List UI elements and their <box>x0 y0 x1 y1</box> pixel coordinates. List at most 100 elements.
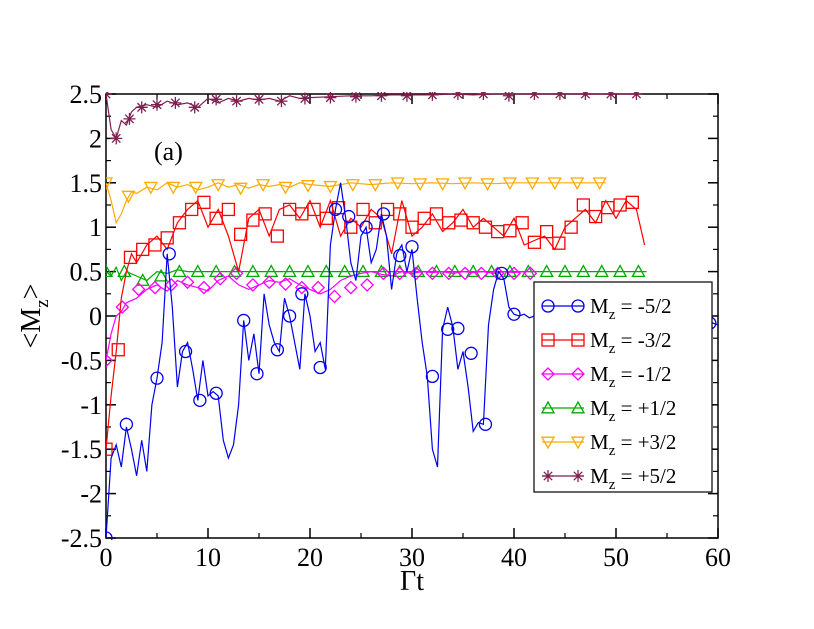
panel-label: (a) <box>154 137 183 166</box>
series-marker <box>121 190 136 204</box>
series-marker <box>528 92 541 100</box>
series-marker <box>197 195 211 209</box>
series-marker <box>258 207 272 221</box>
series-marker <box>197 280 211 295</box>
series-marker <box>300 264 316 278</box>
series-marker <box>502 177 518 191</box>
series-marker <box>503 224 517 238</box>
series-marker <box>233 182 248 196</box>
series-marker <box>230 95 243 108</box>
y-tick-label: -2.5 <box>61 524 102 553</box>
series-marker <box>356 202 370 217</box>
legend-item: Mz = -5/2 <box>541 294 672 323</box>
series-5 <box>106 92 643 145</box>
series-marker <box>393 207 407 221</box>
y-tick-label: 0.5 <box>70 258 103 287</box>
series-marker <box>166 181 181 195</box>
series-marker <box>390 177 405 191</box>
series-marker <box>172 216 187 230</box>
series-marker <box>429 264 444 278</box>
series-marker <box>319 211 333 225</box>
series-marker <box>324 92 337 104</box>
series-marker <box>515 216 529 230</box>
legend-label-rest: = -5/2 <box>615 294 671 318</box>
series-marker <box>106 353 113 368</box>
series-marker <box>209 386 223 400</box>
series-marker <box>458 266 472 281</box>
series-marker <box>106 264 114 278</box>
legend-label-rest: = +5/2 <box>615 464 676 488</box>
legend-label: Mz = +3/2 <box>590 430 676 459</box>
series-marker <box>553 92 566 100</box>
series-marker <box>355 264 371 278</box>
series-marker <box>411 264 426 278</box>
series-marker <box>245 278 260 292</box>
series-marker <box>131 282 146 297</box>
series-marker <box>123 250 138 265</box>
legend-marker <box>541 299 555 313</box>
series-marker <box>307 202 321 217</box>
series-marker <box>604 92 617 100</box>
series-marker <box>464 346 478 360</box>
series-marker <box>282 264 297 278</box>
series-marker <box>376 207 391 221</box>
legend-label-main: M <box>590 430 609 454</box>
series-marker <box>150 371 164 385</box>
series-marker <box>392 266 407 281</box>
series-marker <box>209 211 223 225</box>
series-marker <box>374 264 389 278</box>
legend-label-main: M <box>590 294 609 318</box>
x-axis-title: Γt <box>400 566 424 597</box>
series-marker <box>188 101 201 114</box>
series-marker <box>557 264 573 278</box>
y-tick-label: -2 <box>80 480 102 509</box>
series-marker <box>148 280 162 295</box>
series-marker <box>631 264 646 278</box>
series-marker <box>502 92 515 102</box>
legend-label-main: M <box>590 328 609 352</box>
series-marker <box>451 321 465 336</box>
legend-label-main: M <box>590 362 609 386</box>
series-3 <box>106 264 647 286</box>
series-marker <box>169 96 182 109</box>
series-marker <box>172 264 187 278</box>
series-marker <box>451 92 464 100</box>
series-marker <box>345 179 360 192</box>
series-layer <box>106 92 718 540</box>
series-marker <box>393 248 407 263</box>
series-marker <box>441 266 456 281</box>
x-tick-label: 60 <box>705 543 731 572</box>
series-marker <box>237 313 251 328</box>
series-line <box>106 182 718 539</box>
series-marker <box>245 264 260 278</box>
series-marker <box>282 309 297 323</box>
series-line <box>106 182 606 225</box>
series-marker <box>106 442 113 456</box>
series-marker <box>480 178 495 192</box>
series-1 <box>106 195 646 456</box>
series-marker <box>190 264 205 278</box>
legend-marker <box>540 400 556 414</box>
series-marker <box>507 307 521 321</box>
legend-label: Mz = -3/2 <box>590 328 672 357</box>
series-marker <box>425 369 440 384</box>
series-marker <box>119 417 134 431</box>
legend-marker <box>571 299 585 313</box>
series-marker <box>148 238 162 252</box>
series-marker <box>400 92 413 102</box>
legend-label-sub: z <box>609 307 616 323</box>
legend-marker <box>542 470 554 482</box>
series-marker <box>349 92 362 103</box>
series-marker <box>474 266 489 281</box>
series-marker <box>162 247 176 261</box>
series-marker <box>539 224 554 239</box>
series-marker <box>579 92 592 100</box>
series-marker <box>523 266 538 281</box>
x-tick-label: 10 <box>195 543 221 572</box>
series-marker <box>233 227 248 241</box>
legend-item: Mz = -3/2 <box>541 328 672 357</box>
series-marker <box>227 264 242 278</box>
series-marker <box>612 264 628 278</box>
series-marker <box>229 266 244 281</box>
